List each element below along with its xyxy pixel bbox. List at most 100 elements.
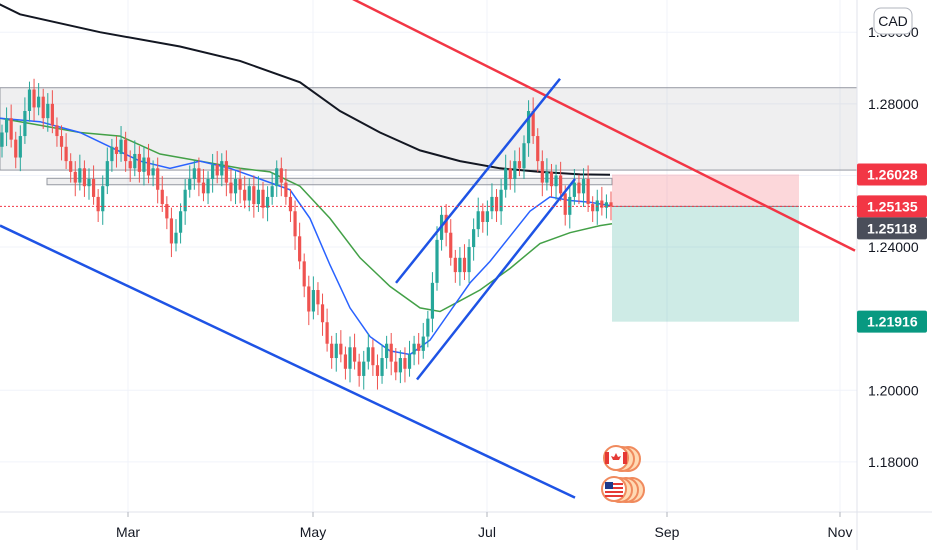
candle-body — [119, 139, 123, 154]
candle — [325, 308, 329, 352]
candle-body — [609, 202, 613, 207]
candle-body — [46, 103, 50, 119]
candle — [229, 168, 233, 202]
candle — [197, 157, 201, 197]
trend-line[interactable] — [312, 0, 856, 252]
y-tick-label: 1.28000 — [868, 96, 919, 112]
candle-body — [0, 132, 4, 147]
candle-body — [499, 189, 503, 212]
trend-line[interactable] — [395, 77, 561, 284]
candle — [50, 90, 54, 134]
moving-averages — [0, 3, 613, 356]
stop-loss-zone[interactable] — [612, 174, 799, 207]
candle — [23, 97, 27, 144]
candle — [444, 204, 448, 247]
y-tick-label: 1.18000 — [868, 454, 919, 470]
candle — [4, 107, 9, 147]
candle-body — [284, 182, 288, 197]
candle — [467, 239, 471, 283]
resistance-band[interactable] — [46, 177, 613, 186]
candle-body — [485, 211, 489, 222]
candle — [421, 322, 425, 359]
candle-body — [27, 89, 32, 111]
price-badge-label: 1.26028 — [867, 166, 918, 182]
price-badge — [857, 163, 927, 186]
candle — [73, 161, 77, 197]
moving-average-slow — [0, 3, 611, 176]
candle-body — [137, 153, 141, 172]
candle-body — [50, 103, 54, 126]
candle-body — [224, 161, 228, 183]
candle — [403, 347, 407, 383]
candle-body — [453, 257, 457, 273]
candle-body — [472, 229, 476, 248]
currency-label[interactable]: CAD — [873, 7, 913, 35]
candle — [307, 275, 311, 326]
x-tick-label: Sep — [655, 524, 680, 540]
candle — [211, 153, 215, 193]
candle-body — [183, 189, 187, 212]
candle-body — [462, 257, 467, 273]
price-badges: 1.26028 1.25135 1.25118 1.21916 — [857, 163, 927, 333]
candle — [114, 136, 119, 168]
candle — [82, 160, 87, 197]
candle-body — [563, 193, 567, 215]
candle — [394, 348, 398, 381]
candle-body — [197, 168, 201, 183]
candle-body — [595, 200, 599, 212]
candle — [160, 176, 164, 212]
short-position-tool — [612, 174, 799, 322]
trend-line[interactable] — [416, 178, 576, 381]
candle — [124, 131, 128, 172]
candle — [595, 189, 599, 225]
candle-body — [174, 232, 178, 244]
take-profit-zone[interactable] — [612, 206, 799, 322]
candle — [581, 168, 586, 207]
candle-body — [59, 136, 64, 147]
candle-body — [78, 168, 82, 183]
candle — [128, 150, 132, 182]
candle-body — [256, 189, 261, 205]
candle — [275, 160, 279, 197]
candle-body — [201, 182, 206, 194]
candle — [380, 344, 384, 384]
candle — [458, 247, 462, 286]
candle — [243, 176, 247, 209]
candle — [0, 124, 4, 158]
candle — [265, 186, 270, 222]
candle-body — [352, 347, 357, 362]
candle-body — [385, 343, 389, 359]
candle-body — [64, 146, 68, 162]
candle — [146, 143, 151, 184]
event-flag-cad[interactable] — [603, 445, 641, 472]
candle — [540, 150, 544, 197]
price-badge — [857, 217, 927, 240]
candle-body — [133, 153, 137, 169]
candle-body — [215, 164, 219, 176]
candle — [247, 178, 251, 212]
candle-body — [389, 343, 393, 362]
event-flag-usd[interactable] — [601, 476, 645, 503]
candle-body — [298, 236, 302, 262]
range-zone[interactable] — [0, 87, 858, 171]
candle-body — [526, 110, 531, 144]
candle-body — [600, 200, 604, 208]
candle-body — [220, 161, 224, 176]
candle-body — [412, 343, 416, 355]
trend-line[interactable] — [0, 224, 576, 499]
candle — [37, 83, 41, 116]
price-badge-label: 1.21916 — [867, 314, 918, 330]
candle-body — [490, 196, 494, 212]
candle — [9, 104, 13, 148]
candle-body — [362, 361, 366, 376]
candle-body — [581, 179, 586, 194]
candle — [188, 165, 192, 198]
candle — [513, 150, 517, 193]
candle — [96, 189, 100, 222]
candle — [549, 163, 554, 197]
candle — [206, 171, 210, 205]
candle-body — [398, 358, 402, 373]
candle — [105, 147, 109, 195]
